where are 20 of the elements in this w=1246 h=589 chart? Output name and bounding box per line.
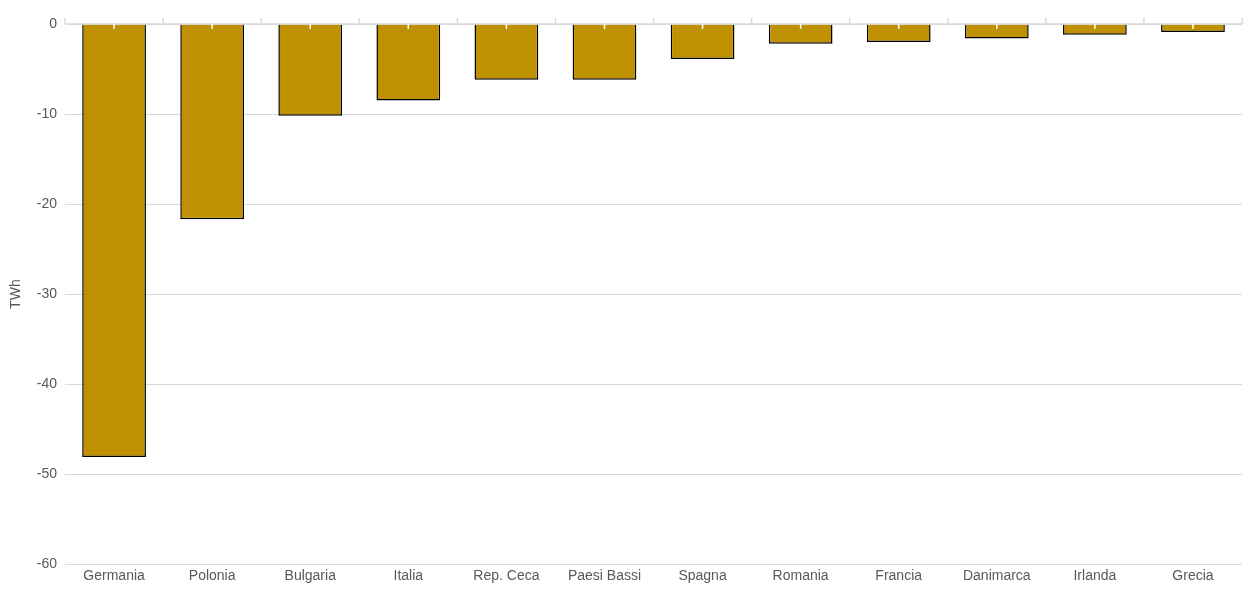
x-tick-label: Danimarca	[962, 567, 1031, 584]
y-tick-label: 0	[49, 14, 58, 31]
x-tick-label: Germania	[83, 567, 146, 584]
x-tick-label: Paesi Bassi	[567, 567, 642, 584]
x-tick-label: Bulgaria	[284, 567, 337, 584]
y-tick-label: -30	[36, 284, 58, 301]
y-tick-label: -60	[36, 555, 58, 572]
x-tick-label: Francia	[875, 567, 923, 584]
y-tick-label: -10	[36, 104, 58, 121]
y-tick-label: -50	[36, 465, 58, 482]
x-tick-label: Italia	[393, 567, 424, 584]
x-tick-label: Romania	[772, 567, 829, 584]
x-tick-label: Rep. Ceca	[473, 567, 540, 584]
x-tick-label: Polonia	[188, 567, 236, 584]
x-tick-label: Grecia	[1172, 567, 1214, 584]
x-tick-label: Irlanda	[1073, 567, 1117, 584]
y-axis-title: TWh	[7, 279, 24, 309]
y-tick-label: -40	[36, 374, 58, 391]
y-tick-label: -20	[36, 194, 58, 211]
x-tick-label: Spagna	[678, 567, 727, 584]
